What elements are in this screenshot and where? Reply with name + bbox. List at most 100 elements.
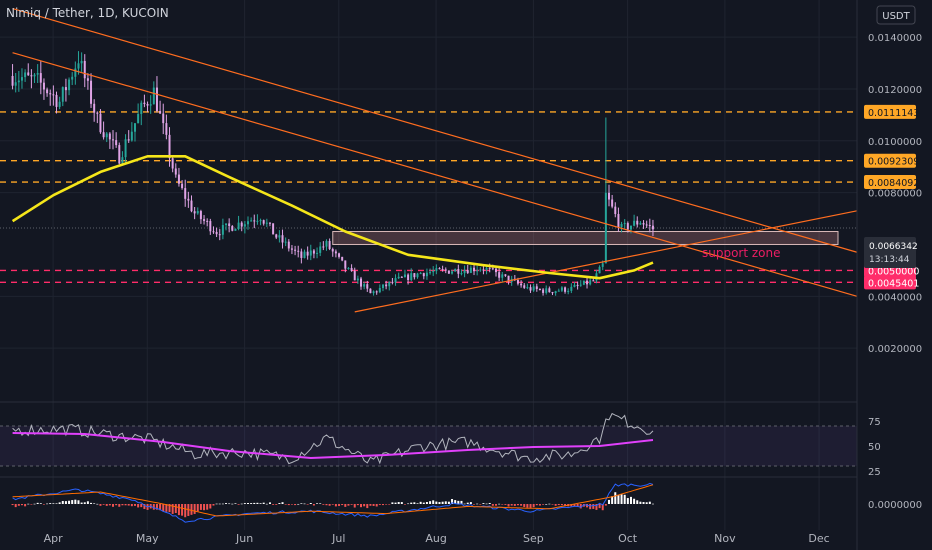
macd-hist-2021-08-11 [438,502,441,504]
candle-body-2021-10-05 [611,199,614,207]
macd-hist-2021-07-15 [353,504,356,508]
macd-hist-2021-08-24 [479,504,482,505]
candle-body-2021-10-07 [617,214,620,228]
candle-body-2021-08-28 [491,268,494,270]
macd-hist-2021-05-08 [140,504,143,508]
candle-body-2021-05-25 [193,211,196,214]
candle-body-2021-07-10 [338,253,341,257]
macd-hist-2021-10-12 [633,498,636,504]
candle-body-2021-06-11 [246,221,249,225]
macd-hist-2021-09-01 [504,504,507,505]
macd-hist-2021-05-14 [159,504,162,511]
candle-body-2021-05-31 [212,231,215,233]
candle-body-2021-09-12 [538,288,541,290]
macd-hist-2021-08-30 [498,503,501,505]
price-level-label-0.0050000: 0.0050000 [868,266,919,277]
candle-body-2021-05-17 [168,134,171,159]
time-axis[interactable]: Apr May Jun Jul Aug Sep Oct Nov Dec [44,532,830,545]
x-tick-Apr: Apr [44,532,64,545]
candle-body-2021-09-18 [557,290,560,292]
trendline-1 [12,52,858,297]
y-tick-0.0140000: 0.0140000 [868,33,922,44]
macd-hist-2021-05-16 [165,504,168,512]
price-axis[interactable]: 0.01400000.01200000.01000000.00800000.00… [864,33,922,511]
macd-hist-2021-04-12 [58,502,61,504]
macd-hist-2021-08-15 [451,499,454,504]
candle-body-2021-05-05 [130,131,133,141]
macd-hist-2021-08-27 [488,502,491,504]
candle-body-2021-08-17 [457,269,460,274]
currency-label[interactable]: USDT [882,11,910,22]
macd-hist-2021-07-14 [350,504,353,505]
candle-body-2021-09-26 [582,280,585,285]
candle-body-2021-06-30 [306,251,309,256]
macd-hist-2021-08-23 [476,503,479,505]
candle-body-2021-04-16 [71,76,74,80]
macd-hist-2021-09-13 [542,504,545,505]
macd-hist-2021-07-03 [316,503,319,504]
price-level-label-0.0092309: 0.0092309 [868,157,919,168]
candle-body-2021-08-01 [407,274,410,281]
candle-body-2021-07-17 [360,278,363,287]
candle-body-2021-10-16 [645,224,648,226]
candle-body-2021-05-02 [121,157,124,164]
macd-hist-2021-06-25 [290,504,293,505]
macd-hist-2021-09-20 [564,504,567,506]
candle-body-2021-10-18 [651,225,654,230]
macd-hist-2021-06-02 [218,503,221,505]
macd-hist-2021-06-17 [265,503,268,505]
macd-hist-2021-10-09 [623,494,626,504]
macd-hist-2021-04-14 [64,501,67,504]
chart-title: Nimiq / Tether, 1D, KUCOIN [6,6,169,20]
candle-body-2021-04-30 [115,140,118,146]
candle-body-2021-05-12 [152,87,155,105]
candle-body-2021-08-29 [494,268,497,273]
candle-body-2021-04-08 [46,89,49,94]
macd-hist-2021-06-06 [231,503,234,505]
candle-body-2021-08-24 [479,269,482,271]
macd-hist-2021-08-14 [447,501,450,504]
currency-button-frame[interactable] [876,5,916,25]
macd-hist-2021-07-07 [328,504,331,506]
macd-hist-2021-05-07 [137,504,140,508]
candle-body-2021-06-04 [225,223,228,226]
currency-button[interactable]: USDT [876,5,916,25]
candle-body-2021-06-09 [240,222,243,227]
macd-hist-2021-09-02 [507,504,510,507]
macd-hist-2021-04-17 [74,499,77,504]
macd-hist-2021-10-03 [604,504,607,506]
candle-body-2021-06-20 [275,234,278,238]
signal-line [12,484,654,517]
macd-hist-2021-03-29 [14,504,17,508]
macd-hist-2021-09-11 [535,504,538,506]
macd-hist-2021-09-12 [538,504,541,506]
candle-body-2021-06-15 [259,220,262,222]
macd-hist-2021-05-09 [143,504,146,510]
macd-hist-2021-07-02 [312,504,315,506]
candle-body-2021-08-23 [476,270,479,272]
candle-body-2021-08-14 [447,270,450,274]
macd-hist-2021-05-12 [152,504,155,510]
trendline-0 [12,8,858,253]
macd-hist-2021-08-09 [432,500,435,504]
candle-body-2021-06-22 [281,235,284,243]
y-tick-0.0080000: 0.0080000 [868,189,922,200]
macd-hist-2021-09-08 [526,504,529,508]
candle-body-2021-04-01 [24,72,27,78]
candle-body-2021-07-31 [403,274,406,278]
macd-hist-2021-07-23 [378,504,381,505]
macd-hist-2021-06-09 [240,503,243,505]
candle-body-2021-06-13 [253,220,256,222]
macd-hist-2021-04-27 [105,504,108,506]
x-tick-Jun: Jun [235,532,253,545]
macd-hist-2021-07-01 [309,502,312,504]
candle-body-2021-05-19 [174,168,177,175]
macd-hist-2021-06-28 [300,503,303,504]
macd-hist-2021-10-13 [636,500,639,504]
macd-hist-2021-07-21 [372,504,375,506]
macd-hist-2021-09-10 [532,504,535,508]
candle-body-2021-09-24 [576,284,579,286]
macd-hist-2021-06-12 [250,503,253,504]
candle-body-2021-07-29 [397,276,400,279]
candle-body-2021-09-13 [542,289,545,293]
